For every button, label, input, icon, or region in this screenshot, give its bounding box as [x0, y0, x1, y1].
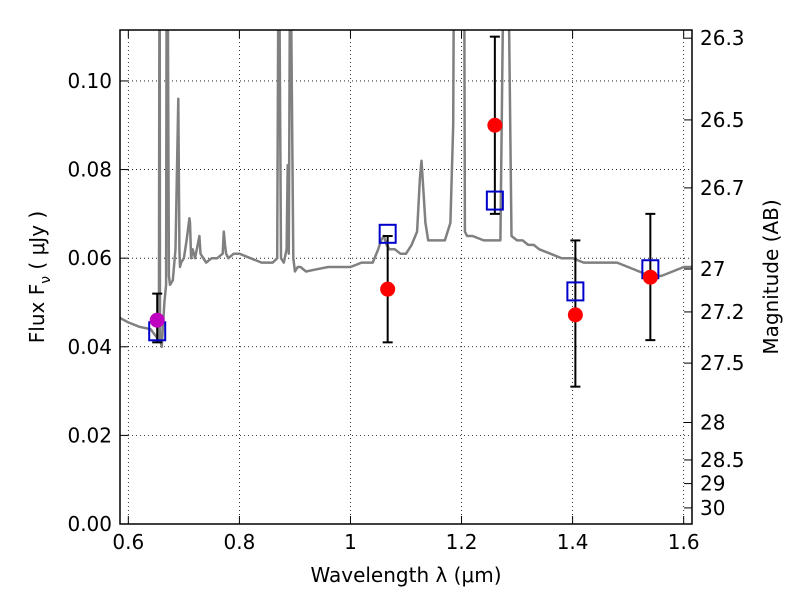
y-tick-label: 0.00	[67, 512, 112, 536]
x-tick-label: 0.6	[112, 530, 144, 554]
y2-tick-label: 26.7	[700, 176, 745, 200]
x-tick-label: 1.4	[557, 530, 589, 554]
observed-point	[487, 117, 503, 133]
ticks: 0.6 0.8 1 1.2 1.4 1.6 0.00 0.02 0.04 0.06 0.08 0.10…	[67, 26, 744, 554]
observed-point	[567, 307, 583, 323]
observed-point	[380, 281, 396, 297]
model-photometry-square	[566, 281, 585, 302]
model-spectrum-line	[120, 30, 692, 349]
plot-frame	[119, 29, 693, 525]
model-photometry-square	[378, 223, 397, 244]
observed-point	[149, 312, 165, 328]
model-photometry-square	[485, 190, 504, 211]
y2-tick-label: 28.5	[700, 448, 745, 472]
y2-tick-label: 27	[700, 257, 725, 281]
y2-tick-label: 26.5	[700, 108, 745, 132]
y2-tick-label: 30	[700, 496, 725, 520]
y2-tick-label: 27.2	[700, 300, 745, 324]
y-axis-title: Flux Fν ( μJy )	[25, 211, 54, 343]
y-tick-label: 0.06	[67, 246, 112, 270]
x-tick-label: 0.8	[223, 530, 255, 554]
x-tick-label: 1.6	[668, 530, 700, 554]
y-tick-label: 0.08	[67, 158, 112, 182]
y2-tick-label: 29	[700, 472, 725, 496]
plot-background	[120, 30, 692, 524]
x-axis-title: Wavelength λ (μm)	[310, 563, 501, 587]
y2-tick-label: 26.3	[700, 26, 745, 50]
y2-tick-label: 27.5	[700, 351, 745, 375]
x-tick-label: 1.2	[446, 530, 478, 554]
observed-point	[642, 269, 658, 285]
plot-marks	[120, 30, 692, 388]
y-tick-label: 0.04	[67, 335, 112, 359]
y-tick-label: 0.02	[67, 423, 112, 447]
x-tick-label: 1	[344, 530, 357, 554]
y2-tick-label: 28	[700, 410, 725, 434]
y2-axis-title: Magnitude (AB)	[759, 199, 783, 354]
y-tick-label: 0.10	[67, 69, 112, 93]
